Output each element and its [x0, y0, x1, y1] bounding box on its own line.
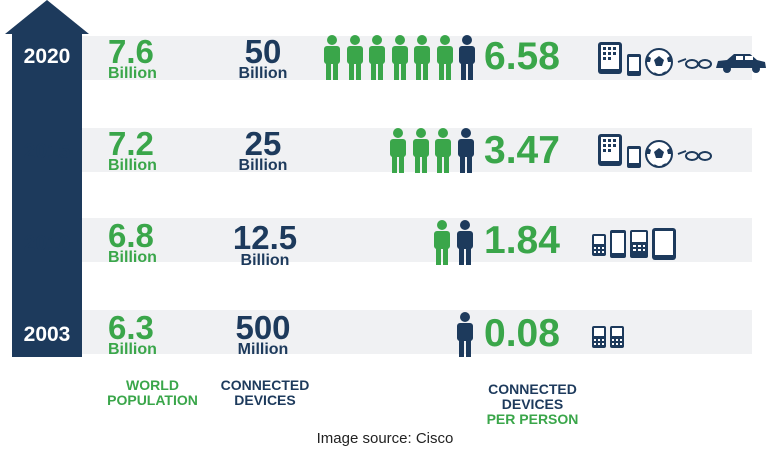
person-icon	[435, 128, 451, 173]
legend-population-line2: POPULATION	[107, 392, 198, 408]
devices-value: 25	[244, 125, 282, 162]
year-label: 2015	[23, 140, 71, 163]
legend-per-person-line1: CONNECTED	[488, 381, 577, 397]
devices-value: 12.5	[232, 219, 298, 256]
population-value: 7.2	[108, 125, 154, 162]
person-icon	[457, 128, 474, 173]
people-group	[388, 127, 483, 177]
person-icon	[390, 128, 406, 173]
person-icon	[434, 220, 450, 265]
person-icon	[459, 35, 475, 80]
legend-per-person-line2: DEVICES	[501, 396, 564, 412]
population-unit: Billion	[108, 157, 157, 174]
per-person-value: 3.47	[484, 129, 560, 172]
population-value: 6.8	[108, 217, 154, 254]
tablet-icon	[598, 134, 622, 166]
legend-population-line1: WORLD	[126, 377, 179, 393]
per-person-value: 6.58	[484, 35, 560, 78]
population-value: 7.6	[108, 33, 154, 70]
people-group	[432, 219, 482, 269]
smartphone-icon	[627, 54, 641, 76]
people-group	[455, 311, 481, 361]
car-icon	[716, 54, 766, 73]
feature-phone-icon	[592, 326, 606, 348]
population-value: 6.3	[108, 309, 154, 346]
person-icon	[324, 35, 340, 80]
year-label: 2010	[23, 232, 71, 255]
person-icon	[369, 35, 385, 80]
soccer-ball-icon	[645, 140, 673, 168]
feature-phone-icon	[592, 234, 606, 256]
per-person-value: 0.08	[484, 312, 560, 355]
people-group	[322, 34, 482, 84]
legend-population: WORLD POPULATION	[95, 378, 210, 408]
population-unit: Billion	[108, 65, 157, 82]
legend-per-person-line3: PER PERSON	[486, 411, 579, 427]
year-label: 2020	[23, 45, 71, 68]
person-icon	[436, 35, 453, 80]
image-source-caption: Image source: Cisco	[316, 430, 454, 447]
person-icon	[346, 35, 363, 80]
device-icons	[596, 36, 768, 86]
legend-devices-line1: CONNECTED	[220, 377, 310, 393]
tablet-icon	[598, 42, 622, 74]
person-icon	[457, 312, 473, 357]
feature-phone-icon	[610, 326, 624, 348]
devices-unit: Billion	[238, 65, 288, 82]
smartphone-icon	[627, 146, 641, 168]
soccer-ball-icon	[645, 48, 673, 76]
timeline-arrow-head	[5, 0, 89, 34]
year-label: 2003	[23, 323, 71, 346]
glasses-icon	[677, 150, 712, 161]
devices-unit: Billion	[240, 252, 290, 269]
legend-devices: CONNECTED DEVICES	[205, 378, 325, 408]
row-band	[82, 310, 752, 354]
device-icons	[590, 312, 630, 362]
tablet-icon	[652, 228, 676, 260]
population-unit: Billion	[108, 249, 157, 266]
devices-unit: Billion	[238, 157, 288, 174]
person-icon	[414, 35, 430, 80]
person-icon	[391, 35, 408, 80]
glasses-icon	[677, 58, 712, 69]
legend-per-person: CONNECTED DEVICES PER PERSON	[465, 382, 600, 427]
device-icons	[596, 128, 726, 178]
per-person-value: 1.84	[484, 219, 560, 262]
population-unit: Billion	[108, 341, 157, 358]
devices-value: 50	[244, 33, 282, 70]
person-icon	[412, 128, 429, 173]
legend-devices-line2: DEVICES	[234, 392, 296, 408]
smartphone-icon	[610, 230, 626, 258]
devices-unit: Million	[237, 341, 289, 358]
device-icons	[590, 220, 690, 270]
timeline-arrow	[12, 32, 82, 357]
devices-value: 500	[235, 309, 291, 346]
feature-phone-icon	[630, 230, 648, 258]
person-icon	[456, 220, 473, 265]
